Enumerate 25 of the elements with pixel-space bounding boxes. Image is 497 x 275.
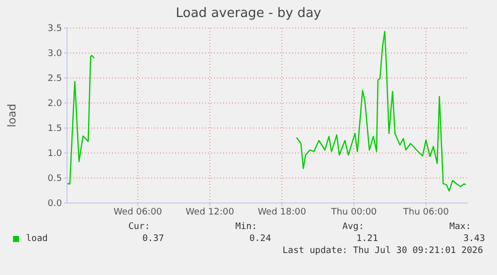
y-tick-label: 3.0 (48, 49, 62, 60)
y-tick-label: 2.5 (48, 74, 62, 84)
x-tick-label: Wed 06:00 (114, 207, 162, 218)
text: Cur: (128, 222, 150, 232)
y-tick-label: 0.0 (48, 199, 62, 210)
text: 1.21 (356, 234, 378, 244)
y-tick-label: 0.5 (48, 174, 62, 184)
x-tick-label: Wed 12:00 (186, 207, 234, 218)
text: Min: (235, 222, 257, 232)
x-tick-label: Wed 18:00 (258, 207, 306, 218)
x-tick-label: Thu 00:00 (330, 207, 378, 218)
text: 3.43 (463, 234, 485, 244)
legend-label: load (25, 234, 48, 244)
text: Avg: (342, 222, 364, 232)
chart-title: Load average - by day (174, 6, 322, 21)
text: Last update: Thu Jul 30 09:21:01 2026 (282, 246, 483, 256)
y-tick-label: 2.0 (48, 99, 62, 110)
y-axis-title: load (6, 103, 19, 127)
text: Max: (449, 222, 471, 232)
text: 0.24 (249, 234, 271, 244)
y-tick-label: 1.0 (48, 149, 62, 160)
text: 0.37 (142, 234, 164, 244)
y-tick-label: 1.5 (48, 124, 62, 134)
y-tick-label: 3.5 (48, 24, 62, 34)
x-tick-label: Thu 06:00 (402, 207, 450, 218)
